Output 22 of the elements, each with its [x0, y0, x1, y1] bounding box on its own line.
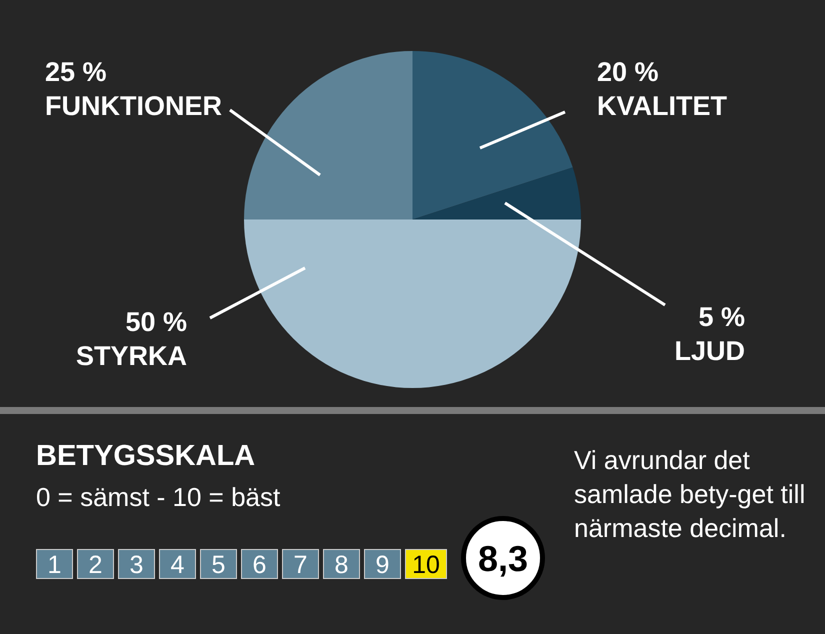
text: BETYGSSKALA	[36, 440, 256, 473]
text: 8,3	[461, 516, 545, 600]
text: 9	[364, 549, 401, 579]
text: 5	[200, 549, 237, 579]
text: 10	[405, 549, 447, 579]
text: 0 = sämst - 10 = bäst	[36, 482, 280, 513]
data-label: 25 %	[45, 56, 107, 87]
text: 2	[77, 549, 114, 579]
data-label: 50 %	[125, 306, 187, 337]
slice-label: LJUD	[674, 336, 745, 366]
slice-label: KVALITET	[597, 90, 728, 121]
slice-label: FUNKTIONER	[45, 90, 222, 121]
slice-label: STYRKA	[76, 340, 187, 371]
data-label: 5 %	[698, 302, 745, 332]
text: 6	[241, 549, 278, 579]
text: 7	[282, 549, 319, 579]
text: 3	[118, 549, 155, 579]
text: 1	[36, 549, 73, 579]
text: 8	[323, 549, 360, 579]
text: Vi avrundar det samlade bety-get till närmaste decimal.	[574, 444, 806, 545]
data-label: 20 %	[597, 56, 659, 87]
text: 4	[159, 549, 196, 579]
